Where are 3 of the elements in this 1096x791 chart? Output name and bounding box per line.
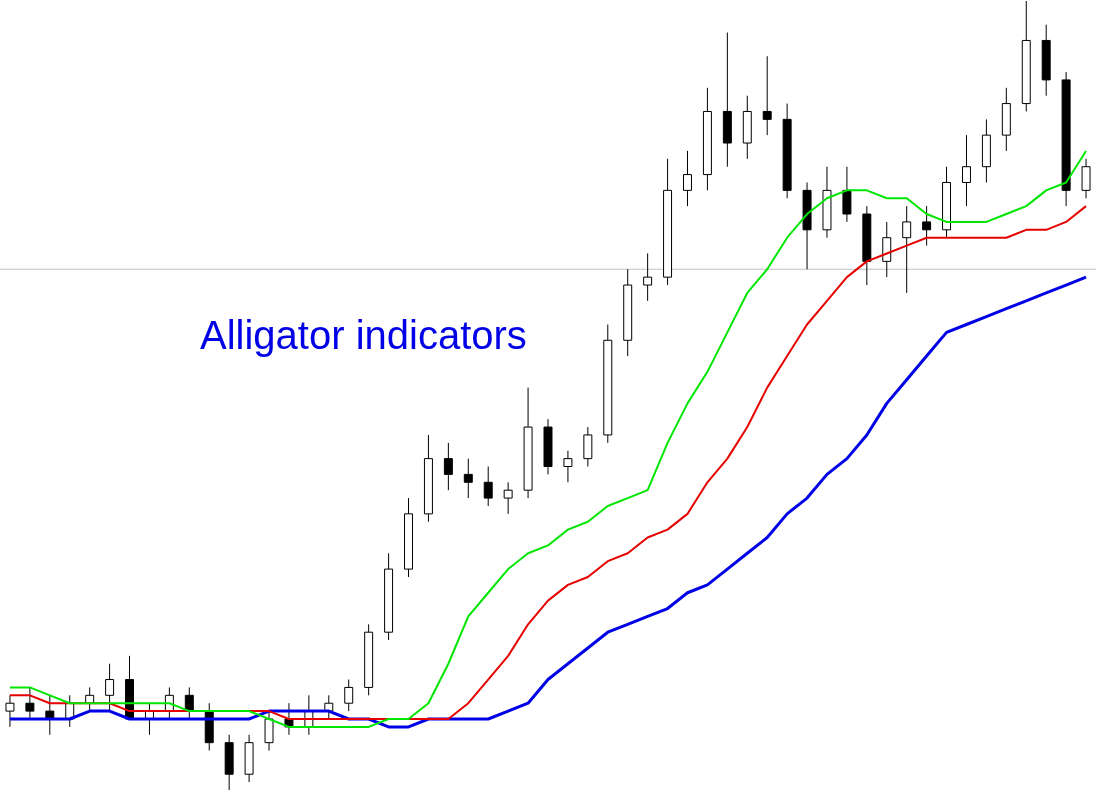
candlestick: [961, 134, 971, 207]
annotation: Alligator indicators: [200, 313, 527, 358]
candlestick: [683, 150, 692, 207]
